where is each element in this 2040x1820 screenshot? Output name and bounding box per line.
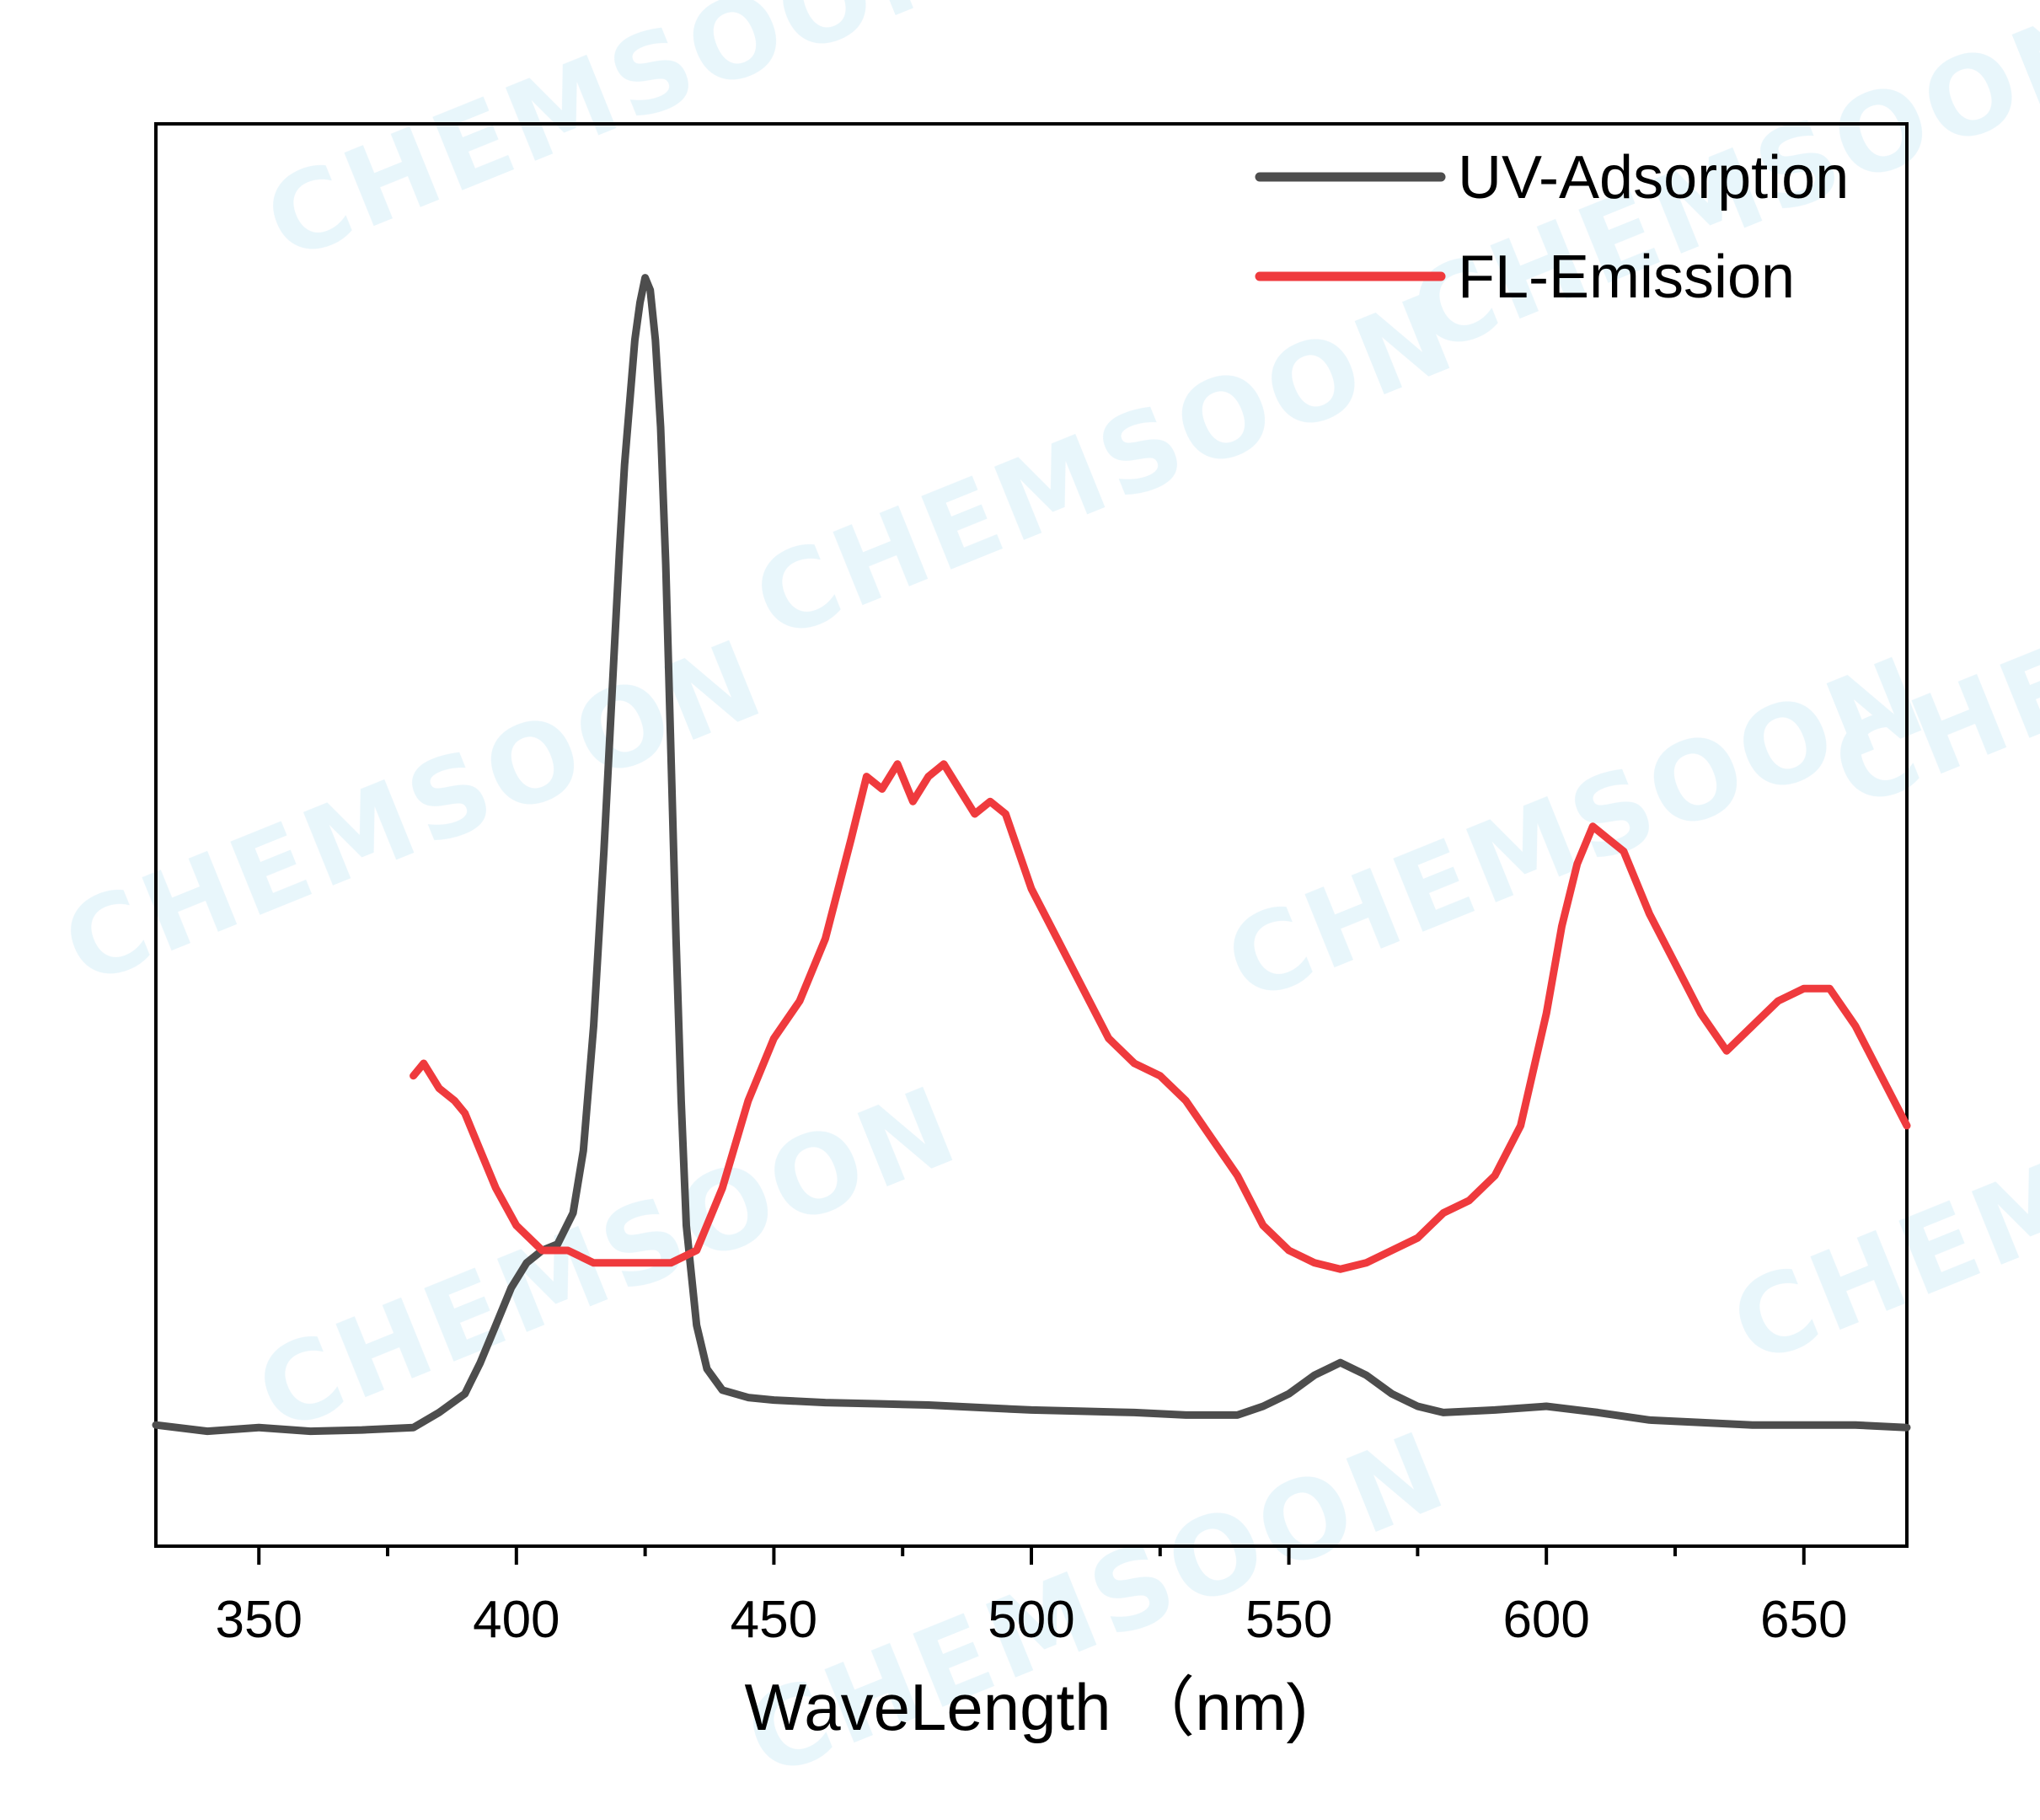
series-line-uv-adsorption — [152, 274, 1911, 1436]
x-tick-label: 450 — [731, 1591, 817, 1649]
x-axis-title: WaveLength （nm) — [744, 1670, 1308, 1744]
legend-label: UV-Adsorption — [1458, 144, 1849, 211]
legend-label: FL-Emission — [1458, 244, 1795, 311]
x-tick-label: 550 — [1245, 1591, 1332, 1649]
x-tick-label: 500 — [988, 1591, 1074, 1649]
legend: UV-Adsorption FL-Emission — [1255, 144, 1849, 311]
x-tick-label: 350 — [216, 1591, 303, 1649]
x-tick-label: 600 — [1502, 1591, 1589, 1649]
series-layer — [152, 274, 1911, 1436]
x-tick-label: 400 — [473, 1591, 560, 1649]
x-tick-label: 650 — [1760, 1591, 1847, 1649]
x-axis: 350 400 450 500 550 600 650 — [216, 1546, 1847, 1649]
series-line-fl-emission — [410, 760, 1911, 1273]
